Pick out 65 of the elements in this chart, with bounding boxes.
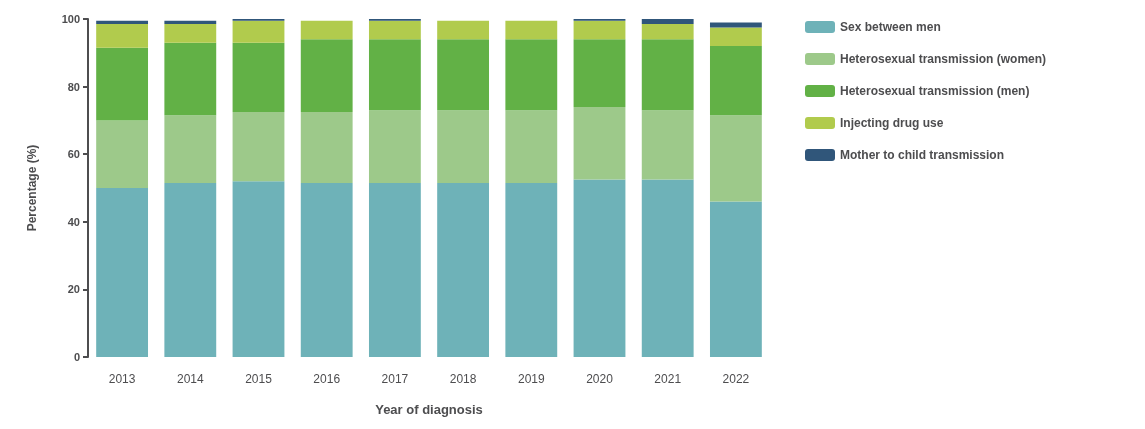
bar xyxy=(641,19,694,25)
bar xyxy=(300,39,353,112)
bar xyxy=(709,22,762,28)
bar xyxy=(641,179,694,357)
bar xyxy=(709,115,762,202)
bar xyxy=(437,39,490,111)
y-tick-label: 100 xyxy=(61,13,80,25)
bar xyxy=(368,20,421,40)
bar xyxy=(573,106,626,180)
bar xyxy=(573,20,626,40)
legend-label: Heterosexual transmission (women) xyxy=(840,52,1047,66)
legend-label: Sex between men xyxy=(840,20,941,34)
bar xyxy=(164,182,217,357)
y-axis-title: Percentage (%) xyxy=(25,144,39,232)
bar xyxy=(709,201,762,357)
bar xyxy=(164,42,217,116)
y-tick-label: 20 xyxy=(67,283,80,296)
bar xyxy=(641,110,694,180)
x-tick-label: 2017 xyxy=(381,372,409,386)
bar xyxy=(368,39,421,111)
bar xyxy=(368,110,421,183)
bar xyxy=(709,46,762,116)
bar xyxy=(505,110,558,183)
bar xyxy=(232,20,285,43)
x-tick-label: 2022 xyxy=(722,372,750,386)
bar xyxy=(505,20,558,40)
bar xyxy=(437,20,490,40)
legend-label: Mother to child transmission xyxy=(840,148,1005,162)
bar xyxy=(96,24,149,48)
bar xyxy=(437,110,490,183)
legend-label: Injecting drug use xyxy=(840,116,944,130)
x-axis-title: Year of diagnosis xyxy=(375,402,483,417)
bar xyxy=(300,20,353,40)
x-tick-label: 2021 xyxy=(654,372,682,386)
bar xyxy=(437,182,490,357)
bar xyxy=(164,24,217,43)
y-tick-label: 40 xyxy=(67,215,80,228)
x-tick-label: 2015 xyxy=(245,372,273,386)
x-tick-label: 2014 xyxy=(176,372,204,386)
y-tick-label: 0 xyxy=(73,351,80,363)
x-tick-label: 2016 xyxy=(313,372,341,386)
bar xyxy=(709,27,762,47)
bar xyxy=(232,111,285,182)
bar xyxy=(573,179,626,357)
bar xyxy=(573,39,626,107)
y-tick-label: 60 xyxy=(67,148,80,161)
bar xyxy=(300,182,353,357)
bar xyxy=(96,120,149,188)
bar xyxy=(505,39,558,111)
bar xyxy=(505,182,558,357)
x-tick-label: 2019 xyxy=(517,372,545,386)
x-tick-label: 2020 xyxy=(586,372,614,386)
y-tick-label: 80 xyxy=(67,80,80,93)
bar xyxy=(96,47,149,121)
bar xyxy=(96,188,149,357)
bar xyxy=(641,24,694,40)
bar xyxy=(164,115,217,183)
bar xyxy=(232,42,285,112)
bar xyxy=(232,181,285,357)
x-tick-label: 2013 xyxy=(108,372,136,386)
x-tick-label: 2018 xyxy=(449,372,477,386)
bar xyxy=(641,39,694,111)
legend-label: Heterosexual transmission (men) xyxy=(840,84,1030,98)
bar xyxy=(368,182,421,357)
bar xyxy=(300,111,353,183)
